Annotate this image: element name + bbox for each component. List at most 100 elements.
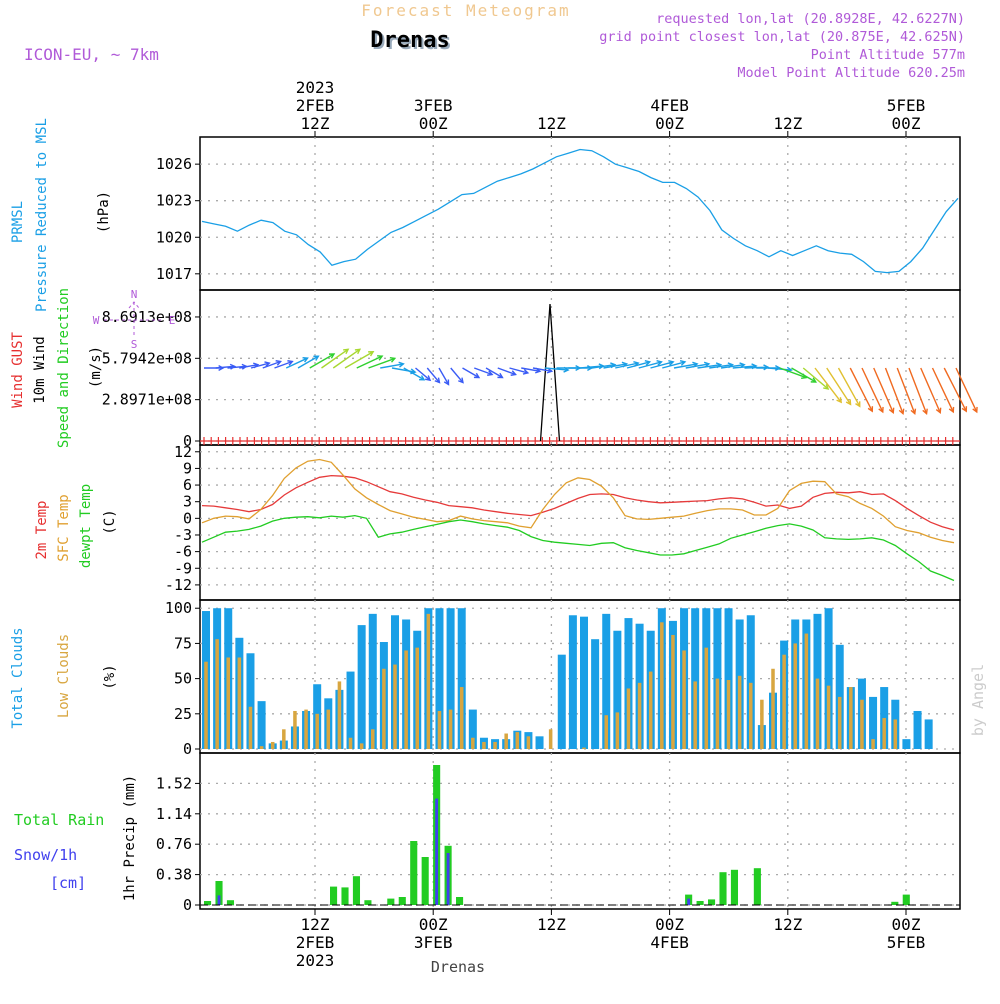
location-title: Drenas bbox=[370, 28, 449, 53]
low-cloud-bar bbox=[359, 743, 364, 749]
wind-arrow bbox=[426, 367, 441, 384]
wind-arrow bbox=[873, 367, 895, 414]
panel-frame-4 bbox=[199, 752, 961, 910]
dewpoint-line bbox=[201, 514, 955, 582]
wind-arrow-shaft bbox=[802, 367, 829, 390]
snow-bar bbox=[446, 853, 450, 905]
snow-unit: [cm] bbox=[50, 874, 86, 892]
low-cloud-bar bbox=[204, 661, 208, 749]
wind-arrow-shaft bbox=[603, 363, 627, 369]
wind-arrow bbox=[849, 367, 874, 413]
total-cloud-bar bbox=[568, 615, 577, 749]
low-cloud-bar bbox=[259, 746, 264, 749]
wind-arrow-head bbox=[810, 377, 818, 383]
wind-arrow-head bbox=[948, 406, 955, 414]
rain-bar bbox=[341, 887, 349, 905]
wind-arrow-shaft bbox=[849, 367, 873, 412]
wind-unit: (m/s) bbox=[88, 346, 104, 388]
time-label-top: 00Z bbox=[892, 114, 921, 133]
wind-arrow bbox=[861, 367, 884, 414]
wind-arrow-head bbox=[443, 379, 450, 386]
low-cloud-bar bbox=[337, 681, 342, 749]
rain-bar bbox=[204, 901, 212, 905]
prmsl-label: PRMSL bbox=[10, 201, 26, 243]
y-tick-label: 25 bbox=[174, 705, 192, 723]
wind-arrow-shaft bbox=[450, 367, 464, 384]
wind-arrow-head bbox=[368, 351, 375, 357]
low-cloud-bar bbox=[626, 688, 631, 749]
location-shadow: Drenas bbox=[372, 30, 451, 55]
wind-arrow bbox=[450, 367, 464, 384]
wind-arrow-head bbox=[961, 406, 968, 413]
y-tick-label: 2.8971e+08 bbox=[102, 391, 192, 409]
total-cloud-bar bbox=[591, 639, 600, 749]
wind-arrow-shaft bbox=[732, 365, 757, 369]
total-cloud-bar bbox=[446, 608, 455, 749]
low-cloud-bar bbox=[715, 678, 720, 749]
wind-arrow-head bbox=[845, 399, 852, 406]
wind-arrow-head bbox=[354, 348, 362, 355]
wind-arrow-head bbox=[425, 375, 432, 382]
point-altitude: Point Altitude 577m bbox=[811, 47, 965, 63]
wind-arrow-shaft bbox=[673, 363, 698, 369]
wind-arrow-head bbox=[287, 360, 294, 366]
wind-arrow-shaft bbox=[837, 367, 861, 407]
wind-arrow bbox=[485, 367, 504, 379]
wind-arrow bbox=[509, 367, 530, 375]
y-tick-label: 0 bbox=[183, 509, 192, 527]
snow-label: Snow/1h bbox=[14, 846, 77, 864]
total-cloud-bar bbox=[580, 616, 589, 749]
wind-arrow-shaft bbox=[861, 367, 884, 413]
wind-arrow-shaft bbox=[391, 367, 416, 373]
rain-bar bbox=[891, 901, 899, 905]
rain-bar bbox=[352, 876, 361, 905]
time-label-bottom: 3FEB bbox=[414, 933, 453, 952]
wind-arrow bbox=[791, 367, 818, 383]
time-label-bottom: 5FEB bbox=[887, 933, 926, 952]
snow-bar bbox=[687, 898, 691, 905]
y-tick-label: -3 bbox=[174, 526, 192, 544]
low-clouds-label: Low Clouds bbox=[56, 634, 72, 718]
wind-arrow-shaft bbox=[814, 367, 842, 403]
wind-arrow bbox=[332, 348, 362, 369]
wind-arrow-head bbox=[434, 377, 441, 384]
total-cloud-bar bbox=[246, 653, 255, 749]
compass-letter: W bbox=[93, 314, 100, 327]
wind-arrow-shaft bbox=[767, 367, 792, 371]
time-label-top: 12Z bbox=[301, 114, 330, 133]
low-cloud-bar bbox=[371, 729, 375, 749]
wind-label: 10m Wind bbox=[32, 336, 48, 403]
low-cloud-bar bbox=[471, 737, 475, 749]
pressure-unit: (hPa) bbox=[96, 191, 112, 233]
wind-arrow-shaft bbox=[943, 367, 967, 412]
wind-arrow-shaft bbox=[250, 362, 270, 369]
wind-arrow-head bbox=[935, 407, 942, 414]
total-cloud-bar bbox=[746, 615, 755, 749]
wind-arrow-head bbox=[419, 375, 426, 381]
low-cloud-bar bbox=[771, 668, 775, 749]
time-label-top: 3FEB bbox=[414, 96, 453, 115]
total-cloud-bar bbox=[913, 710, 922, 749]
y-tick-label: -6 bbox=[174, 543, 192, 561]
y-tick-label: 1023 bbox=[156, 192, 192, 210]
low-cloud-bar bbox=[304, 709, 308, 749]
wind-arrow bbox=[638, 360, 663, 369]
wind-arrow-shaft bbox=[321, 348, 349, 369]
y-tick-label: 5.7942e+08 bbox=[102, 349, 192, 367]
compass-letter: N bbox=[131, 288, 138, 301]
gust-spike bbox=[539, 303, 561, 442]
y-tick-label: 8.6913e+08 bbox=[102, 308, 192, 326]
time-label-bottom: 12Z bbox=[301, 915, 330, 934]
total-cloud-bar bbox=[724, 608, 733, 749]
low-cloud-bar bbox=[515, 732, 520, 749]
low-cloud-bar bbox=[404, 650, 408, 749]
wind-arrow bbox=[215, 363, 237, 370]
pressure-line bbox=[201, 148, 959, 274]
wind-arrow-shaft bbox=[426, 367, 440, 384]
low-cloud-bar bbox=[237, 657, 242, 749]
y-tick-label: 0 bbox=[183, 896, 192, 914]
low-cloud-bar bbox=[493, 741, 497, 749]
wind-arrow-shaft bbox=[509, 367, 529, 374]
wind-arrow-head bbox=[458, 377, 464, 384]
wind-arrow-shaft bbox=[685, 363, 710, 369]
